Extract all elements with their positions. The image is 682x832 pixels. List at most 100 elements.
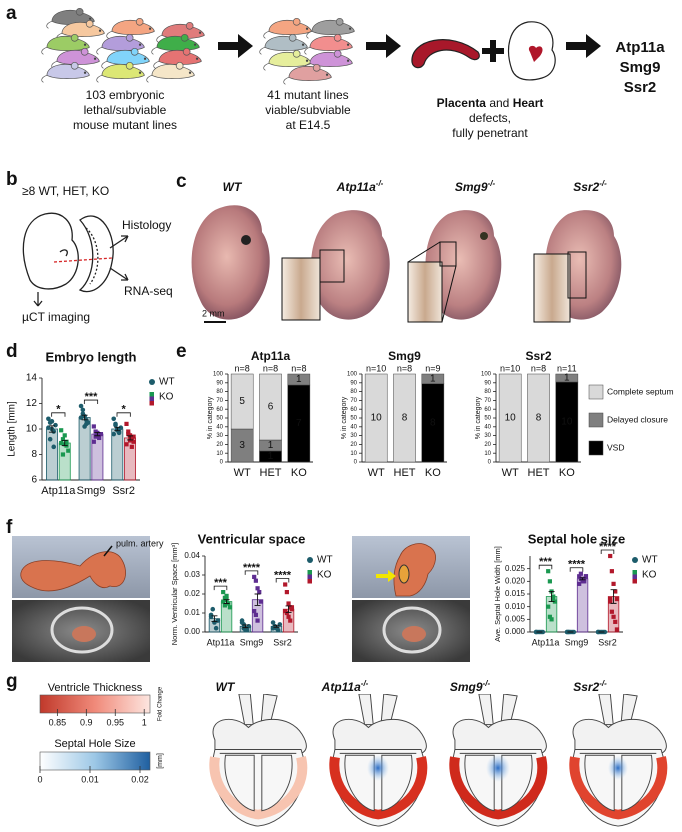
data-point: [252, 574, 257, 579]
data-point: [118, 425, 124, 431]
n-label: n=8: [291, 363, 306, 373]
y-tick-label: 60: [350, 407, 357, 413]
ventricle-wall: [449, 756, 548, 820]
heart-diagram: [569, 694, 668, 827]
annotation-arrow: [103, 545, 113, 557]
genotype-label: Smg9: [450, 680, 483, 694]
y-tick-label: 0.000: [505, 627, 526, 636]
chart-title: Embryo length: [45, 349, 136, 364]
n-label: n=8: [235, 363, 250, 373]
y-tick-label: 80: [350, 389, 357, 395]
data-point: [51, 429, 57, 434]
error-bar: [610, 589, 617, 604]
panel-label: b: [6, 169, 18, 190]
mouse-icon: [259, 33, 308, 55]
data-point: [221, 590, 226, 595]
legend-label: Complete septum: [607, 386, 674, 396]
step-text: Heart: [513, 96, 544, 110]
panel-label: f: [6, 517, 13, 538]
mouse-icon: [96, 61, 145, 83]
method-text: µCT imaging: [22, 310, 90, 324]
bar-segment: [364, 373, 388, 463]
error-bar: [579, 577, 586, 581]
significance-bracket: [600, 549, 615, 554]
y-tick-label: 6: [31, 475, 37, 486]
data-point: [239, 620, 245, 625]
legend-swatch: [588, 384, 604, 400]
data-point: [111, 416, 117, 422]
data-point: [609, 569, 614, 574]
y-tick-label: 10: [484, 451, 491, 457]
data-point: [243, 627, 248, 633]
x-tick-label: HET: [394, 467, 416, 479]
data-point: [215, 618, 221, 623]
error-bar: [211, 615, 218, 622]
step-text: at E14.5: [286, 118, 331, 132]
bar-segment: [393, 373, 416, 463]
legend-label: KO: [642, 570, 657, 581]
heart-diagram: [329, 694, 428, 827]
data-point: [614, 627, 620, 632]
y-tick-label: 30: [350, 433, 357, 439]
arrow: [33, 292, 43, 307]
colorbar-tick-label: 0.01: [81, 774, 99, 784]
method-text: RNA-seq: [124, 284, 173, 298]
y-tick-label: 10: [350, 451, 357, 457]
gene-name: Ssr2: [624, 79, 657, 96]
colorbar: [39, 694, 151, 714]
data-point: [126, 432, 131, 437]
legend-marker: [307, 579, 312, 584]
y-axis-label: Norm. Ventricular Space [mm³]: [170, 543, 179, 646]
genotype-label: WT: [223, 180, 243, 194]
x-tick-label: Ssr2: [598, 637, 617, 647]
legend-label: KO: [317, 570, 332, 581]
data-point: [577, 574, 582, 579]
genotype-label: WT: [216, 680, 236, 694]
data-point: [551, 596, 556, 602]
segment-label: 10: [371, 413, 383, 424]
data-point: [127, 438, 133, 443]
segment-label: 1: [268, 440, 274, 451]
ventricle-wall: [569, 756, 668, 820]
genotype-label: Ssr2: [573, 680, 599, 694]
significance-bracket: [116, 412, 131, 417]
y-tick-label: 50: [350, 416, 357, 422]
genotype-label: Smg9: [455, 180, 488, 194]
schematic: [22, 212, 129, 307]
heart-diagram: [449, 694, 548, 827]
ct-structure: [50, 606, 114, 654]
data-point: [208, 614, 214, 620]
data-point: [116, 430, 122, 436]
y-axis-label: % in category: [341, 396, 348, 439]
colorbar-unit: Fold Change: [158, 686, 164, 721]
colorbar-unit: [mm]: [157, 753, 164, 769]
zoom-box: [319, 249, 345, 283]
placenta-layer: [85, 227, 99, 285]
y-tick-label: 90: [484, 380, 491, 386]
data-point: [98, 432, 104, 437]
data-point: [91, 424, 96, 429]
data-point: [288, 618, 293, 623]
y-tick-label: 90: [216, 380, 223, 386]
panel-label: e: [176, 341, 187, 362]
zoom-box: [439, 241, 457, 267]
segment-label: 10: [505, 413, 517, 424]
y-tick-label: 0.010: [505, 602, 526, 611]
legend-label: KO: [159, 392, 174, 403]
genotype-label: Ssr2: [573, 180, 599, 194]
data-point: [611, 581, 616, 586]
ct-structure: [72, 626, 96, 642]
data-point: [60, 437, 66, 442]
significance-label: ***: [85, 391, 99, 403]
data-point: [97, 435, 102, 441]
segment-label: 3: [239, 440, 245, 451]
data-point: [613, 619, 618, 624]
legend-label: WT: [159, 377, 175, 388]
data-point: [213, 625, 219, 631]
step-text: 103 embryonic: [86, 88, 165, 102]
data-point: [284, 590, 289, 595]
arrow: [109, 267, 129, 281]
significance-label: ****: [243, 562, 261, 574]
x-tick-label: WT: [368, 467, 385, 479]
